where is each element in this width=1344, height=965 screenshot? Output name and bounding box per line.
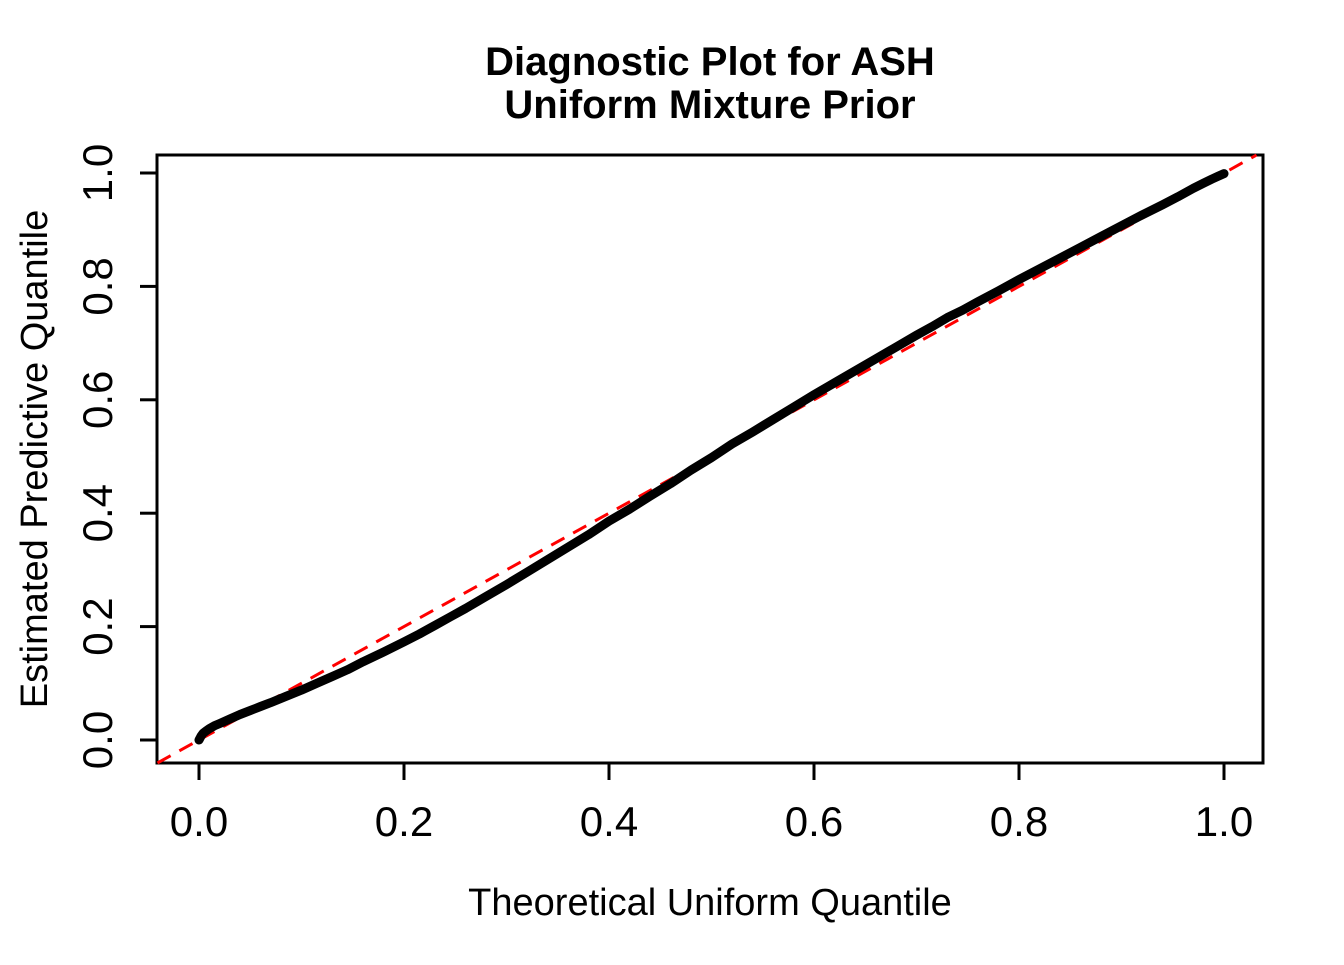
plot-border-box	[155, 153, 1265, 765]
x-tick-label: 0.4	[580, 798, 638, 845]
y-axis-label: Estimated Predictive Quantile	[14, 210, 56, 708]
y-tick-label: 0.0	[74, 711, 121, 769]
x-axis-label: Theoretical Uniform Quantile	[468, 882, 952, 924]
plot-title-line1: Diagnostic Plot for ASH	[485, 40, 935, 84]
x-tick-label: 0.2	[375, 798, 433, 845]
y-tick-label: 0.8	[74, 257, 121, 315]
y-tick-label: 0.6	[74, 371, 121, 429]
y-tick-label: 0.4	[74, 484, 121, 542]
x-axis-ticks: 0.0 0.2 0.4 0.6 0.8 1.0	[170, 764, 1253, 845]
x-tick-label: 0.6	[785, 798, 843, 845]
y-tick-label: 0.2	[74, 597, 121, 655]
x-tick-label: 1.0	[1195, 798, 1253, 845]
qq-curve	[194, 169, 1229, 745]
y-tick-label: 1.0	[74, 144, 121, 202]
plot-title-line2: Uniform Mixture Prior	[504, 83, 915, 127]
x-tick-label: 0.8	[990, 798, 1048, 845]
y-axis-ticks: 0.0 0.2 0.4 0.6 0.8 1.0	[74, 144, 156, 769]
x-tick-label: 0.0	[170, 798, 228, 845]
